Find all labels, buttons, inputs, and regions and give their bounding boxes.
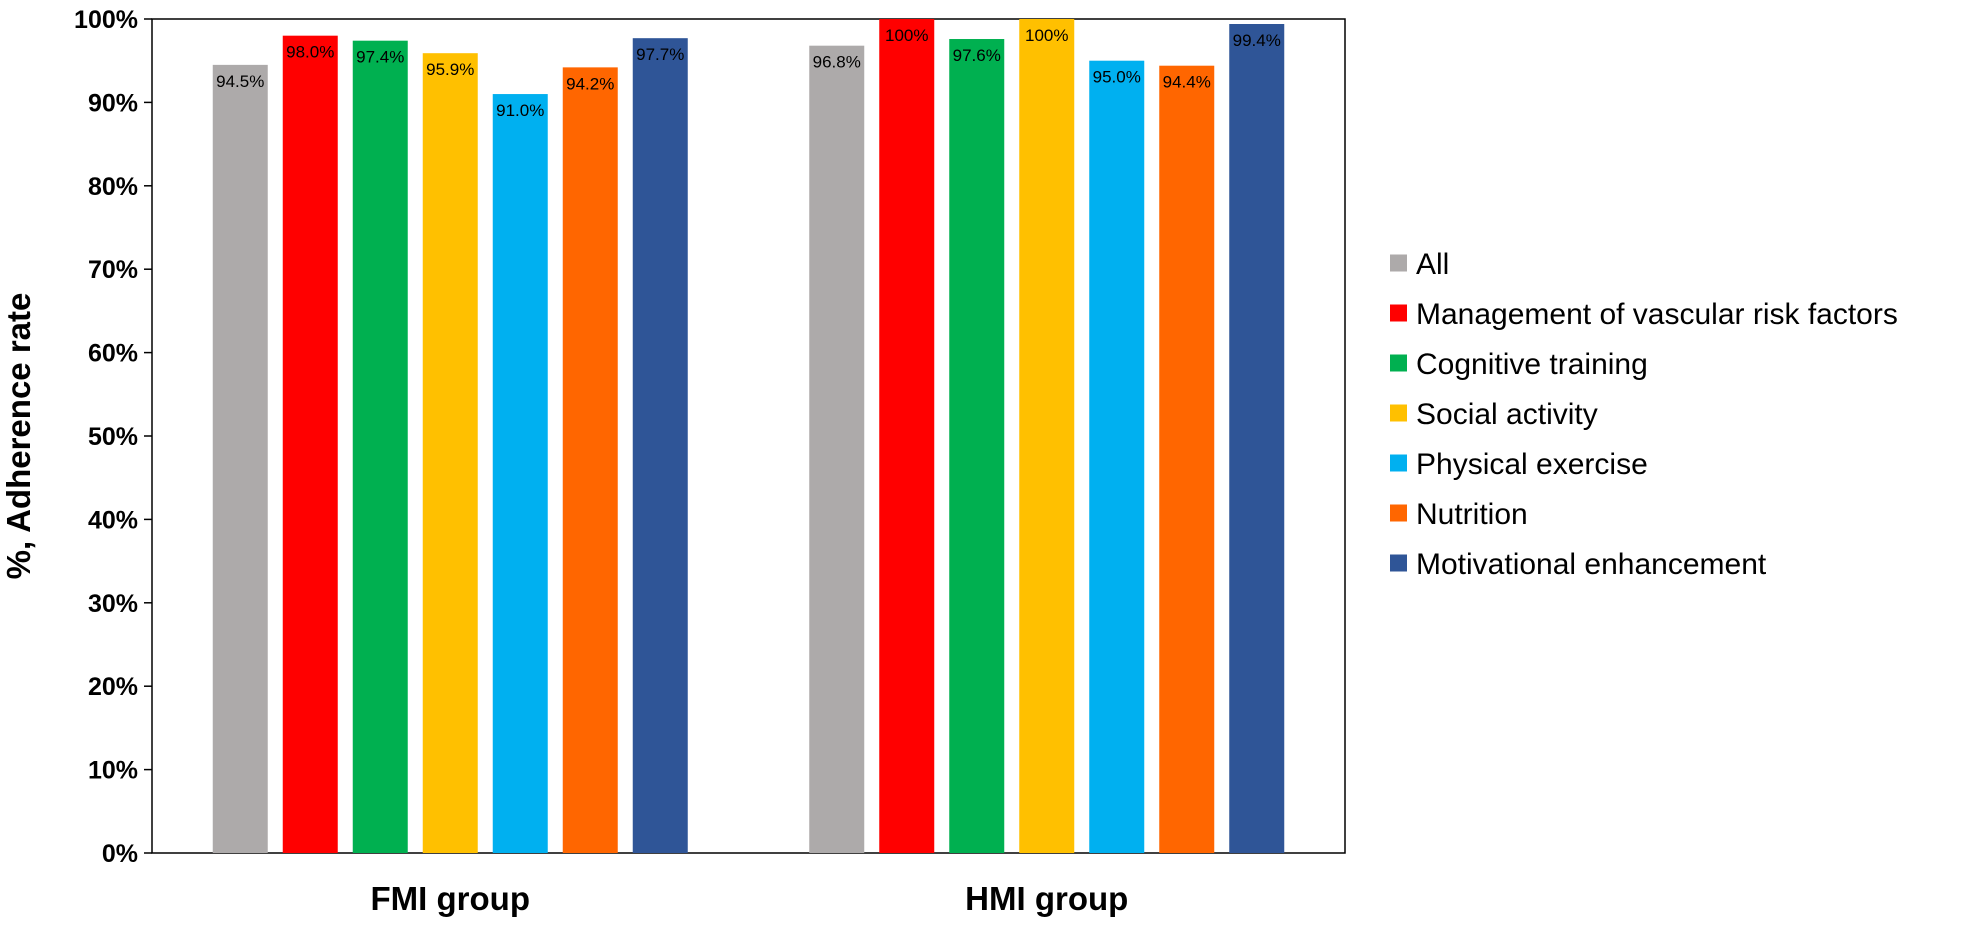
- bar-1-4: [1089, 60, 1145, 853]
- x-category-label: HMI group: [965, 880, 1128, 917]
- plot-area: [151, 18, 1346, 854]
- bar-0-1: [282, 35, 338, 854]
- legend-swatch: [1390, 554, 1407, 572]
- legend-label: Cognitive training: [1416, 348, 1648, 381]
- y-tick-label: 20%: [88, 673, 138, 701]
- data-label: 97.4%: [356, 48, 404, 67]
- legend-swatch: [1390, 404, 1407, 422]
- y-tick-label: 60%: [88, 340, 138, 368]
- legend-label: Nutrition: [1416, 498, 1528, 531]
- bar-1-5: [1159, 65, 1215, 854]
- legend-label: All: [1416, 248, 1449, 281]
- legend-label: Social activity: [1416, 398, 1598, 431]
- bar-1-0: [809, 45, 865, 854]
- data-label: 99.4%: [1233, 31, 1281, 50]
- data-label: 97.6%: [953, 46, 1001, 65]
- bar-1-1: [879, 19, 935, 853]
- data-label: 100%: [885, 26, 928, 45]
- bar-0-3: [422, 53, 478, 854]
- y-axis: 0% 10% 20% 30% 40% 50% 60% 70% 80% 90% 100%: [74, 6, 152, 868]
- data-label: 96.8%: [813, 53, 861, 72]
- y-tick-label: 10%: [88, 757, 138, 785]
- data-label: 91.0%: [496, 101, 544, 120]
- y-axis-title: %, Adherence rate: [0, 293, 37, 580]
- bar-0-4: [492, 94, 548, 853]
- y-tick-label: 90%: [88, 89, 138, 117]
- data-label: 94.2%: [566, 74, 614, 93]
- data-label: 97.7%: [636, 45, 684, 64]
- data-label: 94.5%: [216, 72, 264, 91]
- bar-0-0: [212, 64, 268, 854]
- bar-0-2: [352, 40, 408, 853]
- legend-swatch: [1390, 454, 1407, 472]
- legend-label: Physical exercise: [1416, 448, 1648, 481]
- legend: All Management of vascular risk factors Co…: [1390, 248, 1898, 581]
- data-label: 94.4%: [1163, 73, 1211, 92]
- legend-swatch: [1390, 304, 1407, 322]
- y-tick-label: 80%: [88, 173, 138, 201]
- y-tick-label: 30%: [88, 590, 138, 618]
- legend-label: Motivational enhancement: [1416, 548, 1767, 581]
- y-tick-label: 50%: [88, 423, 138, 451]
- legend-swatch: [1390, 254, 1407, 272]
- y-tick-label: 100%: [74, 6, 138, 34]
- x-axis: FMI group HMI group: [371, 880, 1129, 917]
- y-tick-label: 0%: [102, 840, 138, 868]
- data-label: 95.9%: [426, 60, 474, 79]
- bar-0-5: [562, 67, 618, 853]
- bar-1-2: [949, 39, 1005, 854]
- data-label: 95.0%: [1093, 68, 1141, 87]
- legend-label: Management of vascular risk factors: [1416, 298, 1898, 331]
- legend-swatch: [1390, 354, 1407, 372]
- y-tick-label: 40%: [88, 506, 138, 534]
- bar-1-6: [1229, 24, 1285, 853]
- bar-1-3: [1019, 19, 1075, 853]
- y-tick-label: 70%: [88, 256, 138, 284]
- bar-0-6: [632, 38, 688, 853]
- bars: 94.5% 98.0% 97.4% 95.9% 91.0% 94.2% 97.7% 96.8%…: [212, 19, 1285, 854]
- data-label: 98.0%: [286, 43, 334, 62]
- x-category-label: FMI group: [371, 880, 530, 917]
- data-label: 100%: [1025, 26, 1068, 45]
- legend-swatch: [1390, 504, 1407, 522]
